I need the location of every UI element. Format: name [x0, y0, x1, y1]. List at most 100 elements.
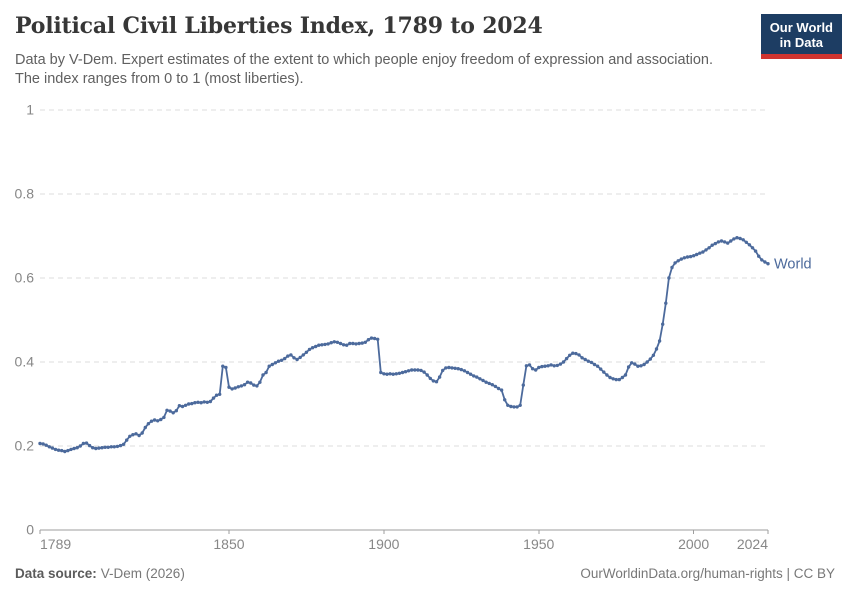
data-point[interactable] [329, 341, 333, 345]
data-point[interactable] [307, 347, 312, 352]
data-point[interactable] [369, 336, 374, 340]
data-point[interactable] [558, 362, 563, 366]
data-point[interactable] [379, 370, 383, 375]
data-point[interactable] [50, 446, 55, 450]
data-point[interactable] [741, 238, 745, 242]
data-point[interactable] [87, 443, 92, 448]
data-point[interactable] [403, 370, 408, 374]
data-point[interactable] [310, 346, 315, 350]
data-point[interactable] [676, 259, 680, 263]
data-point[interactable] [735, 236, 739, 240]
data-point[interactable] [664, 301, 668, 305]
data-point[interactable] [608, 375, 612, 380]
data-point[interactable] [60, 448, 64, 453]
data-point[interactable] [642, 362, 646, 367]
data-point[interactable] [218, 392, 222, 396]
data-point[interactable] [252, 383, 256, 387]
data-point[interactable] [521, 383, 525, 387]
data-point[interactable] [512, 405, 516, 409]
data-point[interactable] [515, 405, 519, 409]
data-point[interactable] [354, 342, 358, 346]
data-point[interactable] [456, 367, 460, 371]
data-point[interactable] [462, 369, 467, 373]
data-point[interactable] [75, 446, 79, 450]
data-point[interactable] [230, 387, 234, 391]
data-point[interactable] [589, 360, 594, 365]
owid-url-link[interactable]: OurWorldinData.org/human-rights | CC BY [580, 566, 835, 581]
data-point[interactable] [38, 441, 42, 446]
data-point[interactable] [177, 404, 182, 408]
data-point[interactable] [766, 262, 770, 266]
data-point[interactable] [518, 403, 522, 407]
data-point[interactable] [617, 377, 621, 382]
data-point[interactable] [698, 251, 702, 255]
data-point[interactable] [279, 358, 284, 362]
data-point[interactable] [524, 364, 529, 368]
data-point[interactable] [537, 365, 541, 370]
data-point[interactable] [599, 367, 603, 371]
data-point[interactable] [196, 400, 200, 404]
data-point[interactable] [719, 239, 724, 243]
data-point[interactable] [180, 404, 185, 409]
data-point[interactable] [106, 445, 110, 449]
data-point[interactable] [289, 353, 293, 357]
data-point[interactable] [487, 381, 491, 386]
data-point[interactable] [726, 241, 730, 245]
data-point[interactable] [744, 240, 748, 244]
data-point[interactable] [156, 419, 160, 423]
data-point[interactable] [679, 257, 683, 261]
data-point[interactable] [645, 360, 649, 364]
data-point[interactable] [484, 380, 488, 384]
data-point[interactable] [56, 448, 61, 452]
data-point[interactable] [722, 240, 727, 244]
data-point[interactable] [258, 380, 262, 384]
data-point[interactable] [341, 343, 346, 347]
data-point[interactable] [338, 341, 343, 346]
data-point[interactable] [760, 258, 764, 262]
data-point[interactable] [592, 362, 597, 367]
data-point[interactable] [568, 353, 572, 357]
data-point[interactable] [385, 372, 389, 376]
data-point[interactable] [366, 338, 371, 342]
data-point[interactable] [667, 276, 671, 280]
data-point[interactable] [140, 431, 144, 435]
data-point[interactable] [255, 384, 259, 388]
data-point[interactable] [571, 351, 575, 355]
data-point[interactable] [605, 373, 609, 377]
series-label-world[interactable]: World [774, 257, 812, 273]
data-point[interactable] [224, 365, 228, 370]
data-point[interactable] [326, 342, 330, 346]
data-point[interactable] [493, 384, 498, 389]
data-point[interactable] [509, 404, 513, 409]
data-point[interactable] [410, 368, 414, 372]
data-point[interactable] [595, 364, 600, 368]
data-point[interactable] [174, 409, 178, 413]
data-point[interactable] [53, 447, 58, 452]
data-point[interactable] [146, 422, 151, 426]
data-point[interactable] [654, 347, 659, 351]
data-point[interactable] [428, 376, 432, 381]
data-point[interactable] [639, 364, 643, 368]
data-point[interactable] [716, 240, 721, 244]
data-point[interactable] [245, 380, 250, 384]
data-point[interactable] [602, 370, 606, 374]
data-point[interactable] [264, 370, 268, 375]
data-point[interactable] [416, 368, 420, 372]
data-point[interactable] [447, 365, 451, 370]
data-point[interactable] [750, 246, 755, 250]
data-point[interactable] [527, 363, 532, 367]
data-point[interactable] [72, 446, 76, 451]
data-point[interactable] [400, 370, 405, 375]
data-point[interactable] [298, 355, 302, 360]
data-point[interactable] [530, 367, 535, 371]
data-point[interactable] [91, 446, 95, 450]
data-point[interactable] [546, 364, 550, 368]
data-point[interactable] [732, 237, 736, 241]
data-point[interactable] [283, 356, 287, 361]
data-point[interactable] [372, 336, 377, 341]
data-point[interactable] [704, 248, 708, 252]
data-point[interactable] [481, 378, 485, 383]
data-point[interactable] [100, 446, 104, 450]
data-point[interactable] [109, 445, 114, 449]
data-point[interactable] [465, 370, 470, 375]
